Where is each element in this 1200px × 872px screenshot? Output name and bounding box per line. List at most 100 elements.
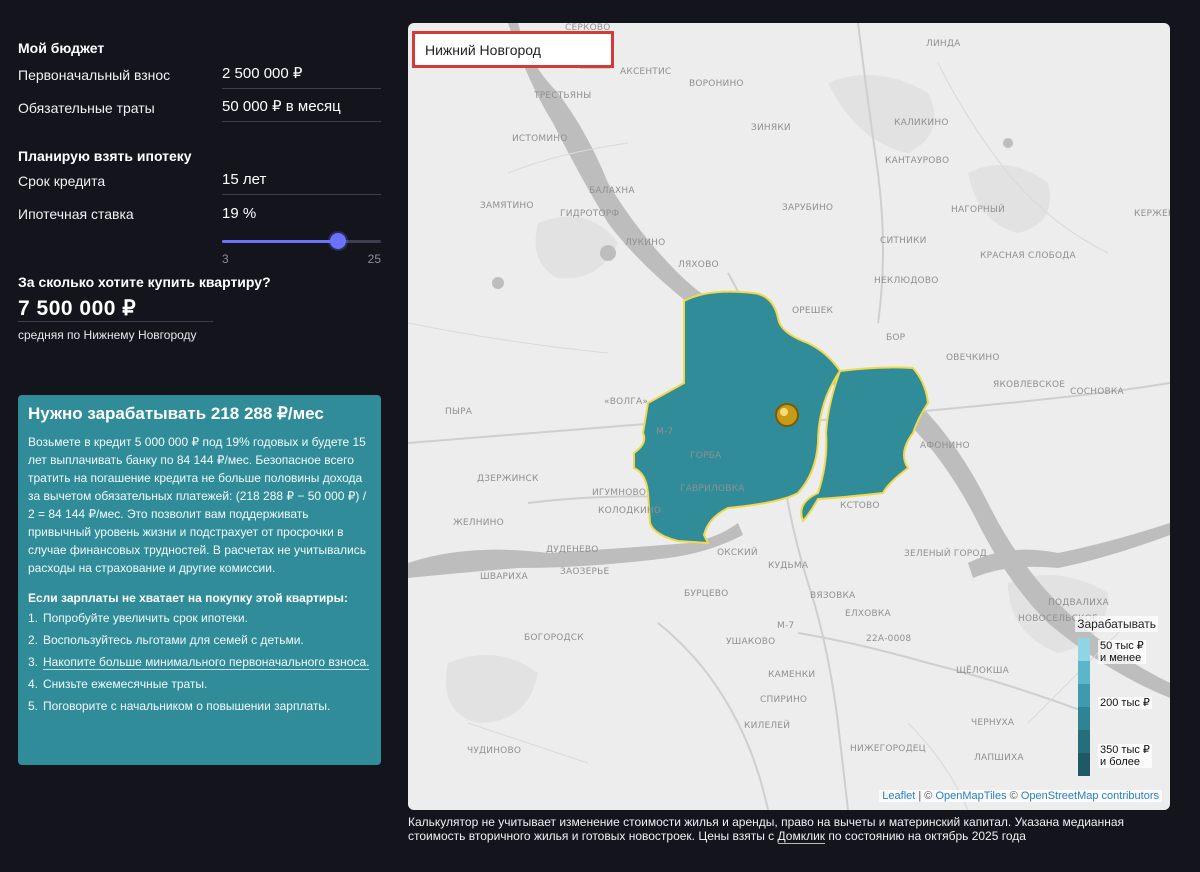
expenses-input[interactable]: 50 000 ₽ в месяц <box>222 97 381 122</box>
term-label: Срок кредита <box>18 173 106 189</box>
tips-list: 1. Попробуйте увеличить срок ипотеки. 2. В… <box>28 609 371 715</box>
map-label: ГОРБА <box>690 451 722 461</box>
map-label: ЕЛХОВКА <box>845 609 891 619</box>
map-label: ЛИНДА <box>926 39 961 49</box>
legend-low-label: 50 тыс ₽ и менее <box>1098 640 1146 664</box>
tips-title: Если зарплаты не хватает на покупку этой… <box>28 591 348 605</box>
map-label: «ВОЛГА» <box>604 397 649 407</box>
mortgage-title: Планирую взять ипотеку <box>18 148 192 164</box>
price-input[interactable]: 7 500 000 ₽ <box>18 297 137 320</box>
map-label: СЕРКОВО <box>565 23 611 33</box>
map-label: ЗАРУБИНО <box>782 203 834 213</box>
rate-slider[interactable]: 3 25 <box>222 232 381 266</box>
map-label: КАНТАУРОВО <box>885 156 950 166</box>
map-label: ИГУМНОВО <box>592 488 647 498</box>
map-label: ИСТОМИНО <box>512 134 568 144</box>
term-row: Срок кредита 15 лет <box>18 171 383 195</box>
map-label: ВОРОНИНО <box>689 79 744 89</box>
legend-swatch <box>1078 638 1090 661</box>
result-title: Нужно зарабатывать 218 288 ₽/мес <box>28 404 324 423</box>
map-label: СИТНИКИ <box>880 236 927 246</box>
map-label: АФОНИНО <box>920 441 970 451</box>
term-input[interactable]: 15 лет <box>222 171 381 195</box>
map-label: ЯКОВЛЕВСКОЕ <box>993 380 1066 390</box>
map-label: БОГОРОДСК <box>524 633 584 643</box>
map-label: БАЛАХНА <box>589 186 635 196</box>
map-label: НОВОСЕЛЬСКОЕ <box>1018 614 1098 624</box>
budget-panel: Мой бюджет Первоначальный взнос 2 500 00… <box>18 40 383 342</box>
price-note: средняя по Нижнему Новгороду <box>18 328 197 342</box>
legend-swatch <box>1078 684 1090 707</box>
legend-scale <box>1078 638 1090 776</box>
map-label: ЛУКИНО <box>625 238 666 248</box>
map-label: ВЯЗОВКА <box>810 591 856 601</box>
slider-fill <box>222 240 338 243</box>
result-body: Возьмете в кредит 5 000 000 ₽ под 19% го… <box>28 435 367 575</box>
domclick-link[interactable]: Домклик <box>777 829 826 844</box>
map[interactable]: СЕРКОВО ЛИНДА АКСЕНТИС ВОРОНИНО ТРЕСТЬЯН… <box>408 23 1170 810</box>
map-label: ДЗЕРЖИНСК <box>477 474 539 484</box>
leaflet-link[interactable]: Leaflet <box>882 790 916 802</box>
legend-swatch <box>1078 753 1090 776</box>
map-label: М-7 <box>777 621 795 631</box>
map-label: ОКСКИЙ <box>717 548 758 558</box>
map-label: ЗАОЗЕРЬЕ <box>560 567 610 577</box>
tip-item: 1. Попробуйте увеличить срок ипотеки. <box>28 611 248 625</box>
slider-thumb[interactable] <box>329 233 346 249</box>
map-label: КИЛЕЛЕЙ <box>744 721 791 731</box>
slider-min-label: 3 <box>222 252 229 266</box>
openstreetmap-link[interactable]: OpenStreetMap contributors <box>1020 790 1159 802</box>
legend-high-label: 350 тыс ₽ и более <box>1098 744 1152 768</box>
map-label: 22А-0008 <box>866 634 912 644</box>
price-question: За сколько хотите купить квартиру? <box>18 274 271 290</box>
map-label: ЗИНЯКИ <box>751 123 791 133</box>
map-label: КЕРЖЕНЕЦ <box>1134 209 1170 219</box>
map-label: УШАКОВО <box>726 637 776 647</box>
map-label: ПОДВАЛИХА <box>1048 598 1109 608</box>
rate-label: Ипотечная ставка <box>18 206 134 222</box>
map-label: ЧУДИНОВО <box>467 746 522 756</box>
map-label: АКСЕНТИС <box>620 67 672 77</box>
openmaptiles-link[interactable]: OpenMapTiles <box>935 790 1007 802</box>
city-select-value: Нижний Новгород <box>425 42 541 58</box>
map-label: ШВАРИХА <box>480 572 528 582</box>
down-payment-label: Первоначальный взнос <box>18 67 171 83</box>
map-label: ОРЕШЕК <box>792 306 834 316</box>
map-label: НИЖЕГОРОДЕЦ <box>850 744 926 754</box>
budget-title: Мой бюджет <box>18 40 105 56</box>
expenses-label: Обязательные траты <box>18 100 155 116</box>
city-select[interactable]: Нижний Новгород <box>412 31 614 68</box>
map-label: ЛЯХОВО <box>678 260 719 270</box>
map-label: ЛАПШИХА <box>974 753 1024 763</box>
result-card: Нужно зарабатывать 218 288 ₽/мес Возьмет… <box>18 395 381 765</box>
map-label: ОВЕЧКИНО <box>946 353 1000 363</box>
down-payment-row: Первоначальный взнос 2 500 000 ₽ <box>18 64 383 89</box>
map-label: НАГОРНЫЙ <box>951 205 1005 215</box>
map-label: М-7 <box>656 427 674 437</box>
map-label: БУРЦЕВО <box>684 589 729 599</box>
legend-swatch <box>1078 661 1090 684</box>
price-field[interactable]: 7 500 000 ₽ <box>18 296 213 322</box>
map-label: НЕКЛЮДОВО <box>874 276 939 286</box>
map-label: ЗЕЛЕНЫЙ ГОРОД <box>904 549 987 559</box>
tip-item: 2. Воспользуйтесь льготами для семей с де… <box>28 633 304 647</box>
down-payment-input[interactable]: 2 500 000 ₽ <box>222 64 381 89</box>
map-label: ЩЁЛОКША <box>956 666 1009 676</box>
rate-slider-wrap: 3 25 <box>18 228 383 266</box>
map-label: КАЛИКИНО <box>894 118 949 128</box>
map-label: ЖЕЛНИНО <box>453 518 504 528</box>
map-label: СПИРИНО <box>760 695 808 705</box>
map-label: ГИДРОТОРФ <box>560 209 620 219</box>
expenses-row: Обязательные траты 50 000 ₽ в месяц <box>18 97 383 122</box>
map-label: КОЛОДКИНО <box>598 506 662 516</box>
map-label: КАМЕНКИ <box>768 670 816 680</box>
tip-item-link[interactable]: 3. Накопите больше минимального первонача… <box>28 655 370 670</box>
map-base-layer[interactable] <box>408 23 1170 810</box>
map-label: ПЫРА <box>445 407 473 417</box>
map-label: ГАВРИЛОВКА <box>680 484 745 494</box>
legend-swatch <box>1078 707 1090 730</box>
map-attribution: Leaflet | © OpenMapTiles © OpenStreetMap… <box>879 790 1162 802</box>
rate-value: 19 % <box>222 205 257 222</box>
rate-row: Ипотечная ставка 19 % <box>18 205 383 228</box>
map-label: КРАСНАЯ СЛОБОДА <box>980 251 1076 261</box>
